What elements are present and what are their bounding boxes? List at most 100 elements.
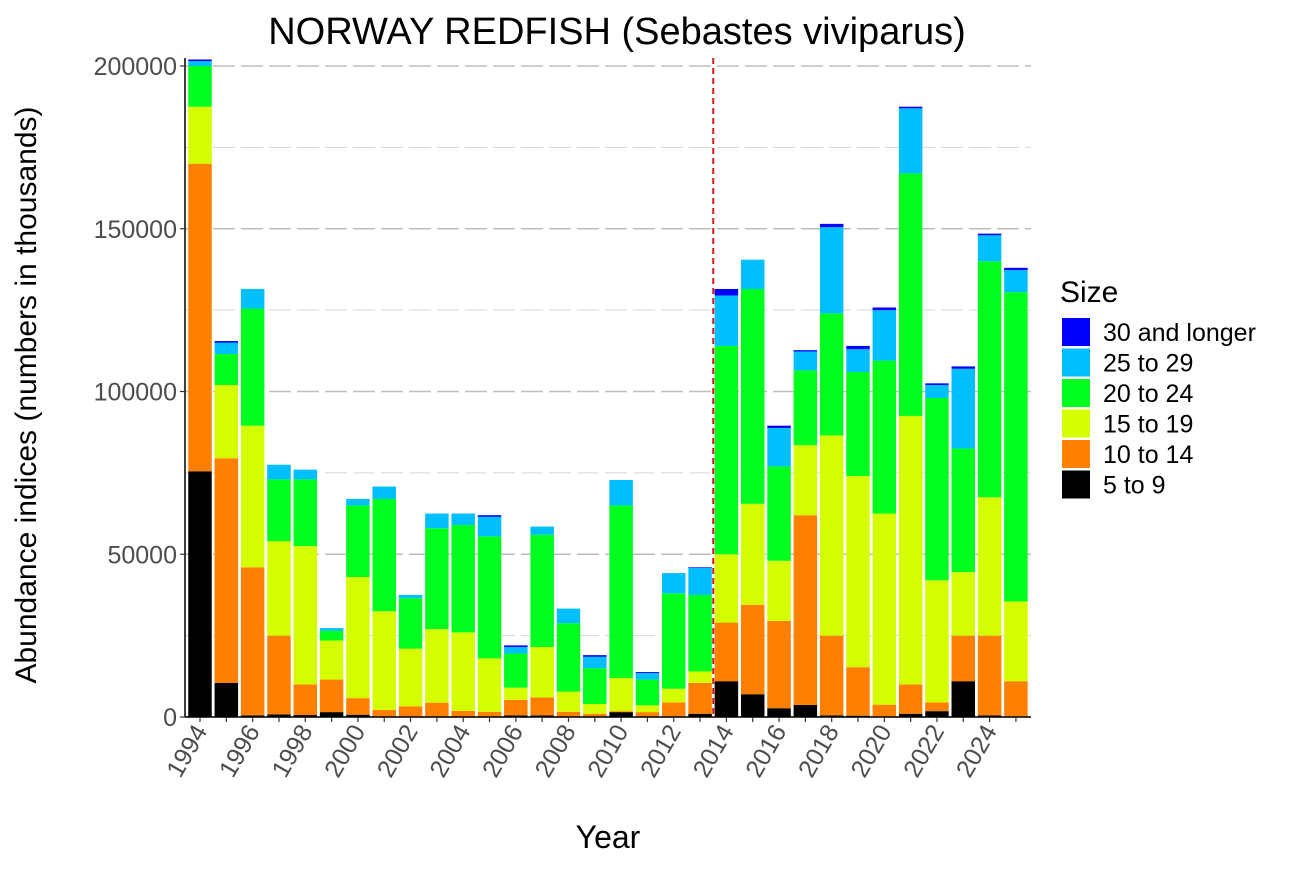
bar-segment-2013-2 — [688, 671, 712, 682]
bar-segment-2003-4 — [425, 514, 449, 529]
bar-segment-2019-3 — [846, 372, 870, 476]
bar-segment-2013-4 — [688, 568, 712, 595]
bar-segment-1995-1 — [215, 458, 239, 683]
legend-label: 25 to 29 — [1103, 350, 1193, 378]
bar-segment-2017-5 — [794, 350, 818, 351]
bar-segment-2011-5 — [636, 672, 660, 673]
bar-segment-2012-1 — [662, 702, 686, 716]
bar-segment-2022-0 — [925, 711, 949, 717]
bar-segment-2006-5 — [504, 645, 527, 647]
bar-segment-2007-2 — [530, 647, 554, 697]
legend-key — [1062, 349, 1090, 377]
bar-segment-2023-3 — [952, 448, 976, 572]
bar-segment-2008-3 — [557, 623, 581, 691]
bar-segment-2008-4 — [557, 609, 581, 624]
bar-segment-2007-4 — [530, 527, 554, 535]
bar-segment-2017-2 — [794, 445, 818, 515]
bar-segment-2014-3 — [715, 346, 739, 554]
bar-segment-1997-1 — [267, 636, 291, 715]
bar-segment-1996-2 — [241, 426, 265, 568]
bar-segment-2025-4 — [1004, 270, 1027, 292]
bar-segment-2006-4 — [504, 647, 527, 654]
bar-segment-2004-3 — [451, 525, 475, 632]
bar-segment-2019-1 — [846, 667, 870, 715]
bar-segment-2012-3 — [662, 593, 686, 688]
bar-segment-2021-5 — [899, 107, 923, 109]
y-tick-label: 100000 — [94, 379, 177, 407]
bar-segment-2025-2 — [1004, 601, 1027, 681]
bar-segment-2014-2 — [715, 554, 739, 622]
y-tick-label: 0 — [163, 704, 177, 732]
bar-segment-1994-5 — [188, 59, 212, 61]
bar-segment-1994-2 — [188, 107, 212, 164]
bar-segment-2019-4 — [846, 349, 870, 372]
bar-segment-2023-0 — [952, 681, 976, 717]
bar-segment-1994-3 — [188, 66, 212, 107]
bar-segment-2020-3 — [873, 361, 897, 514]
bar-segment-2017-0 — [794, 705, 818, 717]
bar-segment-2002-1 — [399, 706, 423, 716]
bar-segment-2021-3 — [899, 173, 923, 415]
chart-title: NORWAY REDFISH (Sebastes viviparus) — [268, 11, 966, 53]
bar-segment-1994-0 — [188, 471, 212, 717]
bar-segment-2010-1 — [609, 711, 633, 712]
bar-segment-2016-3 — [767, 466, 791, 560]
bar-segment-1994-1 — [188, 164, 212, 472]
bar-segment-2002-3 — [399, 598, 423, 648]
bar-segment-2025-1 — [1004, 681, 1027, 716]
bar-segment-2022-1 — [925, 702, 949, 711]
bar-segment-2010-2 — [609, 678, 633, 711]
bar-segment-2013-1 — [688, 683, 712, 714]
legend-label: 10 to 14 — [1103, 441, 1193, 469]
bar-segment-2022-3 — [925, 398, 949, 580]
bar-segment-2024-5 — [978, 234, 1002, 236]
legend-key — [1062, 318, 1090, 346]
bar-segment-2019-2 — [846, 476, 870, 667]
bar-segment-2011-4 — [636, 673, 660, 680]
bar-segment-1998-4 — [294, 470, 318, 480]
bar-segment-2022-4 — [925, 385, 949, 398]
bar-segment-2024-3 — [978, 261, 1002, 497]
bar-segment-2025-3 — [1004, 292, 1027, 601]
bar-segment-2009-1 — [583, 714, 607, 717]
bar-segment-2007-3 — [530, 535, 554, 647]
bar-segment-2020-5 — [873, 308, 897, 311]
legend-label: 30 and longer — [1103, 319, 1256, 347]
bar-segment-2024-2 — [978, 497, 1002, 635]
bar-segment-2010-4 — [609, 480, 633, 505]
y-tick-label: 200000 — [94, 53, 177, 81]
bar-segment-2016-1 — [767, 621, 791, 708]
bar-segment-1998-1 — [294, 684, 318, 715]
bar-segment-2009-4 — [583, 657, 607, 668]
bar-segment-2001-3 — [372, 499, 396, 611]
bar-segment-2000-2 — [346, 577, 370, 698]
bar-segment-2004-1 — [451, 711, 475, 717]
bar-segment-1996-4 — [241, 289, 265, 309]
legend-key — [1062, 410, 1090, 438]
bar-segment-1995-3 — [215, 354, 239, 385]
legend-label: 5 to 9 — [1103, 472, 1166, 500]
bar-segment-2007-1 — [530, 697, 554, 715]
bar-segment-2018-2 — [820, 435, 844, 635]
bar-segment-2009-2 — [583, 704, 607, 714]
bar-segment-2015-2 — [741, 504, 765, 605]
bar-segment-1997-2 — [267, 541, 291, 635]
bar-segment-2017-1 — [794, 515, 818, 705]
bar-segment-2011-2 — [636, 705, 660, 712]
bar-segment-2019-5 — [846, 346, 870, 349]
bar-segment-2016-5 — [767, 426, 791, 428]
bar-segment-2010-3 — [609, 505, 633, 678]
bar-segment-2005-2 — [478, 658, 502, 711]
bar-segment-2024-1 — [978, 636, 1002, 716]
bar-segment-2002-4 — [399, 595, 423, 598]
legend-title: Size — [1060, 276, 1118, 309]
bar-segment-2018-1 — [820, 636, 844, 716]
y-axis-label: Abundance indices (numbers in thousands) — [10, 106, 43, 683]
bar-segment-2015-3 — [741, 289, 765, 504]
bar-segment-2013-5 — [688, 567, 712, 568]
bar-segment-1997-4 — [267, 465, 291, 480]
legend-key — [1062, 440, 1090, 468]
bar-segment-2020-2 — [873, 514, 897, 705]
bar-segment-1999-2 — [320, 641, 344, 680]
bar-segment-2014-4 — [715, 295, 739, 345]
